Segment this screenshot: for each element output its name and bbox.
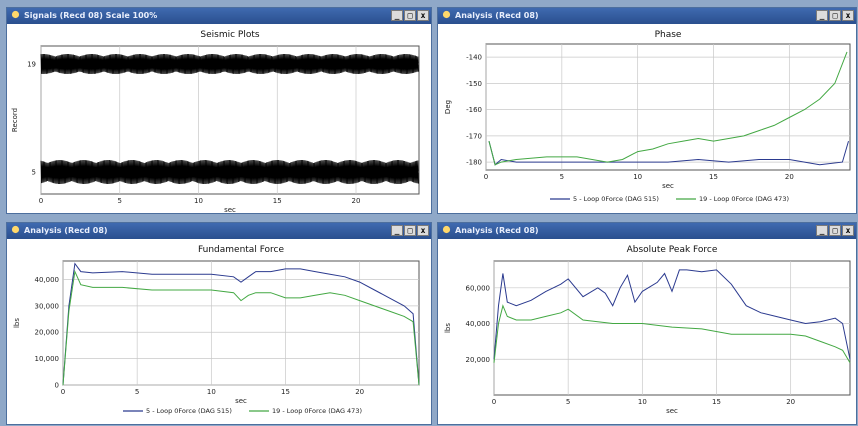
y-tick-label: 5 xyxy=(32,169,36,177)
x-tick-label: 20 xyxy=(352,197,361,205)
seismic-plot-area: Seismic Plots 0 5 10 15 20 sec Record 5 19 xyxy=(7,24,431,213)
x-tick-label: 10 xyxy=(194,197,203,205)
x-tick-label: 15 xyxy=(273,197,282,205)
maximize-button[interactable]: □ xyxy=(404,10,416,21)
x-tick-label: 10 xyxy=(207,388,216,396)
absolute-peak-force-plot-area: Absolute Peak Force 0 5 10 15 20 sec lbs 20,000 4… xyxy=(438,239,856,424)
x-axis-label: sec xyxy=(224,206,236,213)
x-tick-label: 15 xyxy=(281,388,290,396)
x-tick-label: 5 xyxy=(566,398,570,406)
fundamental-force-window: Analysis (Recd 08) _ □ x Fundamental For… xyxy=(6,222,432,425)
phase-titlebar[interactable]: Analysis (Recd 08) _ □ x xyxy=(438,8,856,24)
maximize-button[interactable]: □ xyxy=(404,225,416,236)
series-line xyxy=(493,269,851,360)
signals-titlebar[interactable]: Signals (Recd 08) Scale 100% _ □ x xyxy=(7,8,431,24)
y-tick-label: -140 xyxy=(466,54,482,62)
x-axis-label: sec xyxy=(666,407,678,415)
fundamental-force-titlebar[interactable]: Analysis (Recd 08) _ □ x xyxy=(7,223,431,239)
series-line xyxy=(488,51,848,166)
x-tick-label: 10 xyxy=(638,398,647,406)
chart-title: Absolute Peak Force xyxy=(627,245,718,255)
series-line xyxy=(493,304,851,364)
fundamental-force-plot-area: Fundamental Force 0 5 10 15 20 sec lbs 0 10,000 20… xyxy=(7,239,431,424)
chart-title: Fundamental Force xyxy=(198,245,285,255)
legend-label: 5 - Loop 0Force (DAG 515) xyxy=(146,407,232,415)
x-tick-label: 20 xyxy=(355,388,364,396)
x-tick-label: 5 xyxy=(135,388,139,396)
x-tick-label: 0 xyxy=(39,197,43,205)
x-tick-label: 20 xyxy=(786,398,795,406)
window-app-icon xyxy=(442,10,451,19)
x-tick-label: 20 xyxy=(785,173,794,181)
close-button[interactable]: x xyxy=(417,225,429,236)
y-tick-label: 0 xyxy=(55,382,59,390)
x-tick-label: 0 xyxy=(484,173,488,181)
x-axis-label: sec xyxy=(235,397,247,405)
y-tick-label: 40,000 xyxy=(35,276,60,284)
y-tick-label: -180 xyxy=(466,159,482,167)
seismic-trace xyxy=(40,53,419,75)
phase-chart: Phase 0 5 10 15 20 sec Deg -140 -150 -160 -170 -180 5… xyxy=(444,30,851,203)
x-tick-label: 0 xyxy=(61,388,65,396)
window-title: Analysis (Recd 08) xyxy=(455,11,539,20)
y-axis-label: lbs xyxy=(444,323,452,333)
phase-plot-area: Phase 0 5 10 15 20 sec Deg -140 -150 -160 -170 -180 5… xyxy=(438,24,856,213)
y-tick-label: 20,000 xyxy=(35,329,60,337)
window-title: Signals (Recd 08) Scale 100% xyxy=(24,11,158,20)
phase-window: Analysis (Recd 08) _ □ x Phase 0 5 10 15 20 se… xyxy=(437,7,857,214)
x-tick-label: 10 xyxy=(633,173,642,181)
x-tick-label: 15 xyxy=(709,173,718,181)
window-app-icon xyxy=(11,10,20,19)
series-line xyxy=(62,262,420,386)
x-tick-label: 0 xyxy=(492,398,496,406)
window-app-icon xyxy=(11,225,20,234)
x-axis-label: sec xyxy=(662,182,674,190)
minimize-button[interactable]: _ xyxy=(391,10,403,21)
y-tick-label: 20,000 xyxy=(466,356,491,364)
signals-window: Signals (Recd 08) Scale 100% _ □ x Seism… xyxy=(6,7,432,214)
chart-title: Phase xyxy=(655,30,682,40)
y-axis-label: Record xyxy=(11,108,19,132)
minimize-button[interactable]: _ xyxy=(816,225,828,236)
y-tick-label: 19 xyxy=(27,61,36,69)
absolute-peak-force-chart: Absolute Peak Force 0 5 10 15 20 sec lbs 20,000 4… xyxy=(444,245,851,415)
y-tick-label: -160 xyxy=(466,106,482,114)
absolute-peak-force-titlebar[interactable]: Analysis (Recd 08) _ □ x xyxy=(438,223,856,239)
seismic-trace xyxy=(40,159,419,185)
y-tick-label: 40,000 xyxy=(466,320,491,328)
plot-frame xyxy=(485,43,851,171)
fundamental-force-chart: Fundamental Force 0 5 10 15 20 sec lbs 0 10,000 20… xyxy=(13,245,420,415)
series-line xyxy=(62,269,420,386)
absolute-peak-force-window: Analysis (Recd 08) _ □ x Absolute Peak F… xyxy=(437,222,857,425)
y-tick-label: 30,000 xyxy=(35,302,60,310)
y-axis-label: Deg xyxy=(444,100,452,114)
window-title: Analysis (Recd 08) xyxy=(24,226,108,235)
seismic-chart: Seismic Plots 0 5 10 15 20 sec Record 5 19 xyxy=(11,30,420,213)
maximize-button[interactable]: □ xyxy=(829,225,841,236)
minimize-button[interactable]: _ xyxy=(391,225,403,236)
y-tick-label: 10,000 xyxy=(35,355,60,363)
x-tick-label: 5 xyxy=(560,173,564,181)
maximize-button[interactable]: □ xyxy=(829,10,841,21)
y-tick-label: 60,000 xyxy=(466,284,491,292)
close-button[interactable]: x xyxy=(842,225,854,236)
window-title: Analysis (Recd 08) xyxy=(455,226,539,235)
legend-label: 19 - Loop 0Force (DAG 473) xyxy=(699,195,789,203)
x-tick-label: 15 xyxy=(712,398,721,406)
window-app-icon xyxy=(442,225,451,234)
x-tick-label: 5 xyxy=(118,197,122,205)
legend-label: 5 - Loop 0Force (DAG 515) xyxy=(573,195,659,203)
chart-title: Seismic Plots xyxy=(200,30,259,40)
plot-frame xyxy=(493,260,851,396)
close-button[interactable]: x xyxy=(842,10,854,21)
close-button[interactable]: x xyxy=(417,10,429,21)
y-tick-label: -150 xyxy=(466,80,482,88)
y-axis-label: lbs xyxy=(13,318,21,328)
legend-label: 19 - Loop 0Force (DAG 473) xyxy=(272,407,362,415)
minimize-button[interactable]: _ xyxy=(816,10,828,21)
y-tick-label: -170 xyxy=(466,132,482,140)
